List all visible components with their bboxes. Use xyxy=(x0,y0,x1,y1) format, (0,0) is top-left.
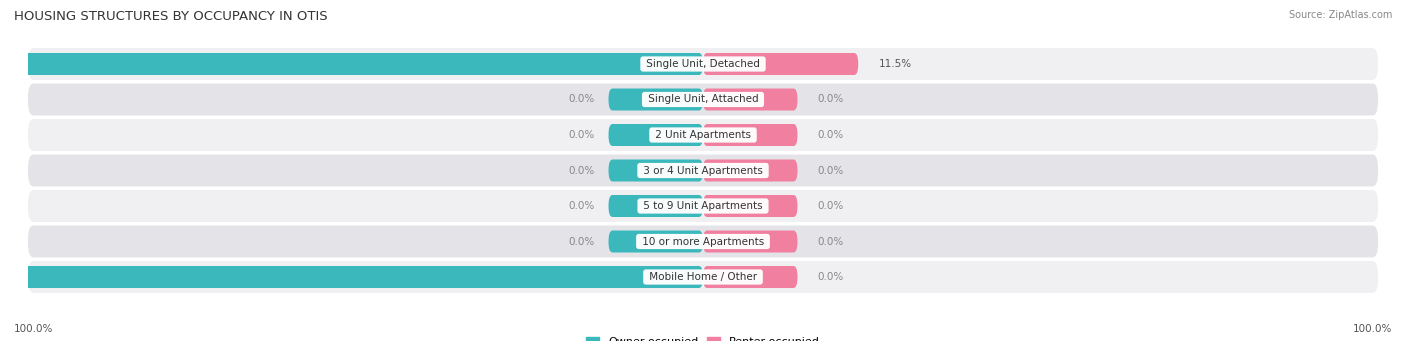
FancyBboxPatch shape xyxy=(28,119,1378,151)
Text: Source: ZipAtlas.com: Source: ZipAtlas.com xyxy=(1288,10,1392,20)
Text: Mobile Home / Other: Mobile Home / Other xyxy=(645,272,761,282)
FancyBboxPatch shape xyxy=(0,266,703,288)
FancyBboxPatch shape xyxy=(609,124,703,146)
Text: 0.0%: 0.0% xyxy=(569,201,595,211)
Text: 0.0%: 0.0% xyxy=(569,165,595,176)
FancyBboxPatch shape xyxy=(0,53,703,75)
Text: HOUSING STRUCTURES BY OCCUPANCY IN OTIS: HOUSING STRUCTURES BY OCCUPANCY IN OTIS xyxy=(14,10,328,23)
Legend: Owner-occupied, Renter-occupied: Owner-occupied, Renter-occupied xyxy=(581,332,825,341)
Text: 100.0%: 100.0% xyxy=(14,324,53,334)
FancyBboxPatch shape xyxy=(28,48,1378,80)
FancyBboxPatch shape xyxy=(609,195,703,217)
FancyBboxPatch shape xyxy=(28,225,1378,257)
FancyBboxPatch shape xyxy=(703,89,797,110)
Text: 0.0%: 0.0% xyxy=(818,94,844,104)
Text: Single Unit, Attached: Single Unit, Attached xyxy=(644,94,762,104)
Text: 10 or more Apartments: 10 or more Apartments xyxy=(638,237,768,247)
FancyBboxPatch shape xyxy=(703,266,797,288)
FancyBboxPatch shape xyxy=(28,190,1378,222)
Text: 100.0%: 100.0% xyxy=(1353,324,1392,334)
Text: 0.0%: 0.0% xyxy=(569,94,595,104)
FancyBboxPatch shape xyxy=(703,124,797,146)
FancyBboxPatch shape xyxy=(28,84,1378,116)
FancyBboxPatch shape xyxy=(609,231,703,252)
FancyBboxPatch shape xyxy=(609,89,703,110)
Text: 0.0%: 0.0% xyxy=(818,237,844,247)
FancyBboxPatch shape xyxy=(703,231,797,252)
FancyBboxPatch shape xyxy=(28,261,1378,293)
Text: 0.0%: 0.0% xyxy=(818,130,844,140)
FancyBboxPatch shape xyxy=(703,195,797,217)
Text: 3 or 4 Unit Apartments: 3 or 4 Unit Apartments xyxy=(640,165,766,176)
Text: 0.0%: 0.0% xyxy=(818,201,844,211)
Text: 0.0%: 0.0% xyxy=(818,272,844,282)
Text: 0.0%: 0.0% xyxy=(818,165,844,176)
Text: 5 to 9 Unit Apartments: 5 to 9 Unit Apartments xyxy=(640,201,766,211)
Text: 0.0%: 0.0% xyxy=(569,130,595,140)
FancyBboxPatch shape xyxy=(28,154,1378,187)
Text: 2 Unit Apartments: 2 Unit Apartments xyxy=(652,130,754,140)
FancyBboxPatch shape xyxy=(703,53,858,75)
Text: Single Unit, Detached: Single Unit, Detached xyxy=(643,59,763,69)
FancyBboxPatch shape xyxy=(609,160,703,181)
FancyBboxPatch shape xyxy=(703,160,797,181)
Text: 11.5%: 11.5% xyxy=(879,59,911,69)
Text: 0.0%: 0.0% xyxy=(569,237,595,247)
